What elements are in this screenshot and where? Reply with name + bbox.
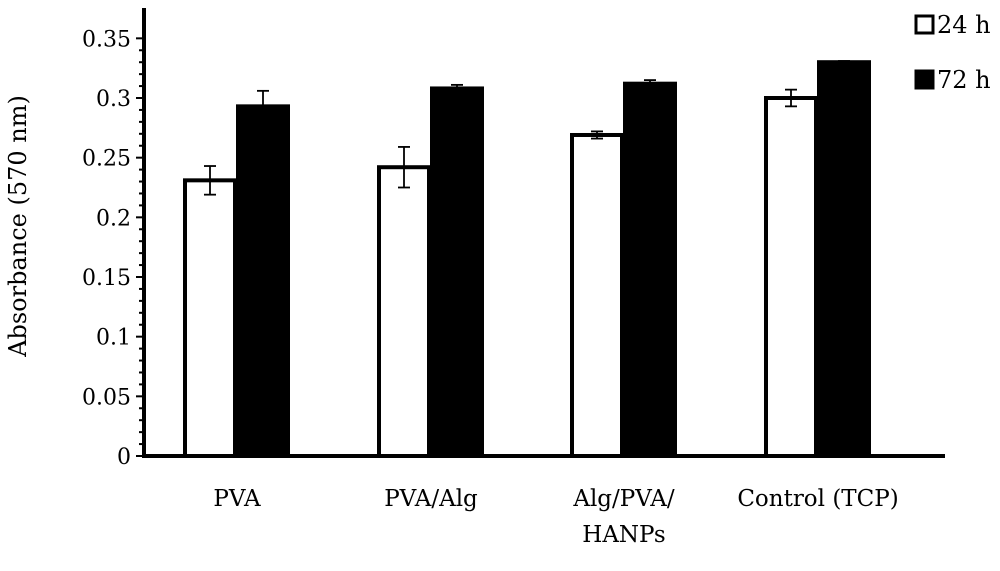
x-category-label: Control (TCP) (737, 486, 898, 512)
y-tick-label: 0.15 (82, 266, 131, 291)
bar-24h-0 (183, 178, 237, 458)
y-tick-label: 0.05 (82, 385, 131, 410)
x-category-label: PVA (213, 486, 261, 512)
legend-label: 24 h (937, 11, 991, 39)
y-tick-label: 0.3 (96, 87, 131, 112)
y-axis: 0 0.05 0.1 0.15 0.2 0.25 0.3 0.35 (82, 8, 146, 470)
bar-72h-0 (236, 104, 290, 458)
x-category-label: Alg/PVA/ (572, 486, 675, 512)
x-category-label: PVA/Alg (384, 486, 478, 512)
legend-label: 72 h (937, 66, 991, 94)
bar-72h-1 (430, 86, 484, 458)
bar-24h-3 (764, 96, 818, 458)
bar-24h-2 (570, 132, 624, 458)
y-tick-label: 0.25 (82, 147, 131, 172)
legend: 24 h 72 h (914, 11, 991, 94)
bar-24h-1 (377, 165, 431, 458)
x-category-label: HANPs (582, 522, 665, 548)
bar-72h-3 (817, 60, 871, 458)
bars (183, 60, 871, 459)
y-tick-label: 0.2 (96, 206, 131, 231)
legend-swatch (914, 69, 935, 90)
y-tick-label: 0 (117, 445, 131, 470)
y-tick-label: 0.1 (96, 326, 131, 351)
legend-swatch (914, 14, 935, 35)
bar-72h-2 (623, 81, 677, 459)
category-labels: PVA PVA/Alg Alg/PVA/HANPs Control (TCP) (213, 486, 898, 548)
y-tick-label: 0.35 (82, 27, 131, 52)
y-axis-title: Absorbance (570 nm) (4, 95, 32, 358)
